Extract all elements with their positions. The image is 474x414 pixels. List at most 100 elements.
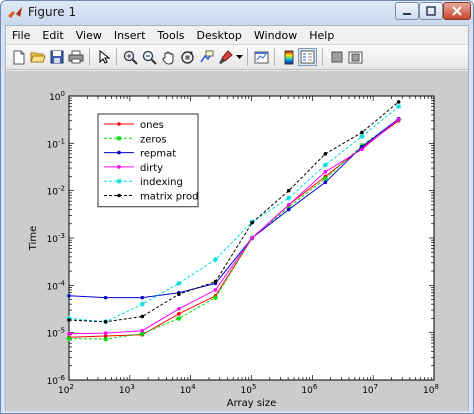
link-plot-button[interactable] bbox=[252, 48, 271, 66]
maximize-button[interactable] bbox=[419, 2, 443, 20]
menu-edit[interactable]: Edit bbox=[36, 26, 69, 45]
new-figure-button[interactable] bbox=[9, 48, 28, 66]
menu-view[interactable]: View bbox=[70, 26, 108, 45]
menu-help-label: Help bbox=[309, 28, 335, 42]
legend-entry-label: zeros bbox=[140, 134, 167, 145]
maximize-icon bbox=[426, 6, 436, 16]
legend-marker bbox=[116, 135, 122, 141]
menu-desktop[interactable]: Desktop bbox=[191, 26, 248, 45]
menu-file[interactable]: File bbox=[6, 26, 36, 45]
open-file-button[interactable] bbox=[28, 48, 47, 66]
data-point bbox=[322, 175, 328, 182]
legend-entry-label: indexing bbox=[140, 177, 183, 188]
series-line bbox=[68, 101, 399, 323]
menu-insert[interactable]: Insert bbox=[108, 26, 152, 45]
data-point bbox=[67, 331, 71, 336]
minimize-button[interactable] bbox=[395, 2, 419, 20]
line-chart[interactable]: 102 103 104 105 106 107 108 10-6 10-5 10-4 10-3 10-… bbox=[6, 71, 468, 411]
data-point bbox=[176, 315, 182, 322]
series-line bbox=[68, 118, 399, 340]
legend-entry-label: ones bbox=[140, 120, 164, 131]
close-icon bbox=[452, 6, 462, 16]
open-folder-icon bbox=[29, 52, 46, 63]
toolbar-separator bbox=[274, 48, 275, 66]
legend-entry-label: matrix prod bbox=[140, 192, 198, 203]
figure-frame: File Edit View Insert Tools Desktop Wind… bbox=[5, 25, 469, 411]
insert-legend-icon bbox=[300, 50, 315, 64]
data-point bbox=[103, 295, 108, 300]
menu-edit-label: Edit bbox=[42, 28, 64, 42]
figure-canvas: 102 103 104 105 106 107 108 10-6 10-5 10-4 10-3 10-… bbox=[6, 71, 468, 411]
insert-legend-button[interactable] bbox=[298, 48, 317, 66]
data-point bbox=[250, 236, 254, 240]
data-point bbox=[396, 103, 402, 110]
x-tick-label: 108 bbox=[423, 383, 439, 396]
figure-toolbar bbox=[6, 45, 468, 70]
brush-dropdown-button[interactable] bbox=[234, 48, 244, 66]
data-point bbox=[103, 319, 108, 324]
data-point bbox=[360, 144, 364, 149]
zoom-in-icon bbox=[123, 50, 138, 65]
menu-window[interactable]: Window bbox=[248, 26, 303, 45]
menu-help[interactable]: Help bbox=[303, 26, 340, 45]
y-tick-label: 10-3 bbox=[47, 232, 65, 245]
zoom-out-button[interactable] bbox=[140, 48, 159, 66]
dropdown-arrow-icon bbox=[235, 54, 243, 59]
data-point bbox=[286, 188, 291, 193]
y-tick-label: 10-4 bbox=[47, 279, 66, 292]
hide-plot-tools-button[interactable] bbox=[327, 48, 346, 66]
menu-view-label: View bbox=[75, 28, 102, 42]
toolbar-separator bbox=[322, 48, 323, 66]
series-line bbox=[68, 118, 399, 299]
legend-marker bbox=[117, 165, 121, 169]
insert-colorbar-icon bbox=[284, 50, 293, 64]
close-button[interactable] bbox=[443, 2, 471, 20]
x-tick-label: 105 bbox=[241, 383, 257, 396]
data-point bbox=[67, 318, 71, 322]
data-cursor-button[interactable] bbox=[197, 48, 216, 66]
brush-button[interactable] bbox=[216, 48, 235, 66]
data-point bbox=[103, 336, 109, 342]
series-line bbox=[68, 119, 399, 335]
edit-plot-button[interactable] bbox=[94, 48, 113, 66]
menu-insert-label: Insert bbox=[113, 28, 146, 42]
menu-window-label: Window bbox=[253, 28, 298, 42]
x-tick-label: 103 bbox=[119, 383, 135, 396]
show-plot-tools-icon bbox=[348, 51, 363, 63]
x-tick-label: 106 bbox=[301, 383, 317, 396]
data-point bbox=[140, 328, 145, 333]
pan-button[interactable] bbox=[159, 48, 178, 66]
print-icon bbox=[68, 50, 83, 64]
data-point bbox=[212, 256, 219, 263]
data-point bbox=[250, 220, 254, 225]
matlab-logo-icon bbox=[8, 7, 22, 18]
data-point bbox=[323, 152, 328, 156]
data-point bbox=[66, 335, 72, 342]
title-bar[interactable]: Figure 1 bbox=[1, 1, 473, 25]
zoom-in-button[interactable] bbox=[121, 48, 140, 66]
data-point bbox=[139, 301, 145, 307]
y-tick-label: 10-5 bbox=[47, 327, 65, 340]
data-cursor-icon bbox=[200, 50, 214, 62]
rotate-3d-button[interactable] bbox=[178, 48, 197, 66]
insert-colorbar-button[interactable] bbox=[279, 48, 298, 66]
rotate-3d-icon bbox=[181, 50, 194, 64]
data-point bbox=[212, 295, 219, 301]
data-point bbox=[286, 204, 292, 210]
print-button[interactable] bbox=[66, 48, 85, 66]
menu-bar: File Edit View Insert Tools Desktop Wind… bbox=[6, 26, 468, 45]
data-point bbox=[176, 280, 182, 286]
toolbar-separator bbox=[116, 48, 117, 66]
data-point bbox=[322, 162, 328, 168]
x-tick-label: 104 bbox=[180, 383, 196, 396]
legend-box[interactable] bbox=[97, 113, 199, 208]
series-dirty[interactable] bbox=[67, 117, 401, 336]
save-button[interactable] bbox=[47, 48, 66, 66]
menu-tools[interactable]: Tools bbox=[151, 26, 190, 45]
data-point bbox=[213, 288, 218, 292]
show-plot-tools-button[interactable] bbox=[346, 48, 365, 66]
y-tick-label: 10-1 bbox=[47, 137, 65, 150]
save-icon bbox=[50, 50, 63, 64]
series-matrix-prod[interactable] bbox=[67, 100, 401, 324]
y-tick-label: 10-2 bbox=[47, 185, 65, 198]
